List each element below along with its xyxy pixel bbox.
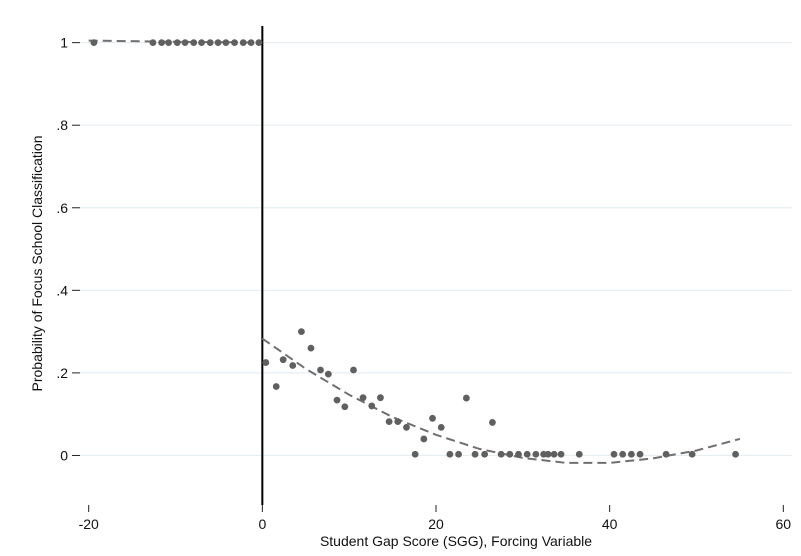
y-tick-label: .2 [56, 365, 68, 381]
data-point [385, 418, 393, 426]
data-point [429, 414, 436, 422]
data-point [627, 450, 635, 458]
data-point [544, 450, 552, 458]
data-point [158, 39, 166, 47]
data-point [610, 450, 618, 458]
data-point [307, 344, 315, 352]
x-axis-title: Student Gap Score (SGG), Forcing Variabl… [320, 533, 592, 549]
data-point [359, 394, 367, 402]
data-point [350, 366, 357, 374]
data-point [341, 403, 349, 411]
y-tick-label: .8 [56, 117, 68, 133]
data-point [317, 366, 324, 374]
data-point [90, 39, 98, 47]
data-point [190, 39, 198, 47]
data-point [239, 39, 247, 47]
data-point [420, 435, 428, 443]
data-point [149, 39, 157, 47]
data-point [550, 450, 558, 458]
data-points [90, 39, 739, 458]
data-point [557, 450, 565, 458]
data-point [333, 396, 341, 404]
data-point [255, 39, 263, 47]
data-point [437, 423, 445, 431]
grid-lines [80, 42, 792, 457]
data-point [214, 39, 222, 47]
data-point [377, 394, 384, 402]
data-point [403, 423, 410, 431]
x-tick-label: 20 [428, 516, 444, 532]
data-point [462, 394, 470, 402]
data-point [619, 450, 627, 458]
data-point [455, 450, 462, 458]
x-axis: -20 0 20 40 60 [79, 505, 792, 532]
data-point [532, 450, 540, 458]
data-point [662, 450, 670, 458]
data-point [575, 450, 583, 458]
y-tick-label: 0 [60, 447, 68, 463]
data-point [324, 370, 332, 378]
data-point [497, 450, 505, 458]
y-tick-label: 1 [60, 35, 68, 51]
data-point [198, 39, 205, 47]
data-point [481, 450, 489, 458]
data-point [506, 450, 514, 458]
data-point [247, 39, 255, 47]
x-tick-label: 40 [602, 516, 618, 532]
data-point [368, 402, 376, 410]
data-point [279, 356, 287, 364]
data-point [231, 39, 238, 47]
x-tick-label: 60 [776, 516, 792, 532]
data-point [636, 450, 644, 458]
x-tick-label: 0 [258, 516, 266, 532]
y-axis: 0 .2 .4 .6 .8 1 [56, 35, 80, 463]
data-point [206, 39, 214, 47]
fit-lines [88, 39, 741, 464]
data-point [181, 39, 189, 47]
data-point [732, 450, 739, 458]
data-point [489, 419, 496, 426]
x-tick-label: -20 [79, 516, 99, 532]
data-point [165, 39, 172, 47]
y-axis-title: Probability of Focus School Classificati… [29, 135, 45, 391]
data-point [272, 383, 280, 390]
data-point [222, 39, 230, 47]
data-point [298, 328, 305, 336]
data-point [515, 450, 522, 458]
data-point [471, 450, 479, 458]
data-point [262, 359, 270, 366]
data-point [394, 418, 402, 426]
data-point [688, 450, 696, 458]
data-point [523, 450, 531, 458]
data-point [411, 450, 419, 458]
data-point [289, 362, 297, 369]
y-tick-label: .6 [56, 200, 68, 216]
y-tick-label: .4 [56, 282, 68, 298]
data-point [173, 39, 181, 47]
data-point [446, 450, 454, 458]
